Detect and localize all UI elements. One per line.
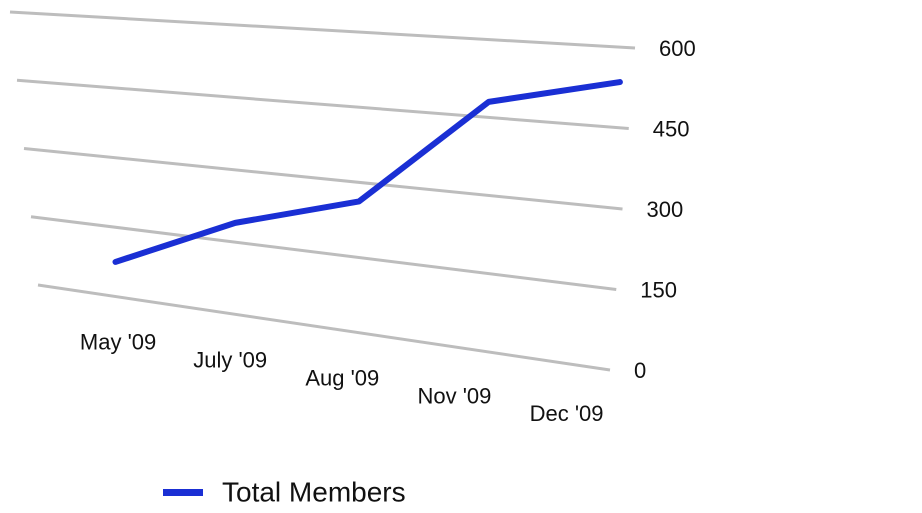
grid-line xyxy=(16,78,629,130)
y-tick-label: 0 xyxy=(634,358,646,383)
x-tick-label: May '09 xyxy=(80,330,156,355)
grid-line xyxy=(30,215,617,291)
x-tick-label: Nov '09 xyxy=(417,383,491,408)
x-tick-label: July '09 xyxy=(193,348,267,373)
y-tick-label: 150 xyxy=(640,277,677,302)
x-tick-label: Aug '09 xyxy=(305,365,379,390)
grid-line xyxy=(37,283,611,372)
x-tick-label: Dec '09 xyxy=(530,401,604,426)
legend-label: Total Members xyxy=(222,476,406,507)
y-tick-label: 600 xyxy=(659,36,696,61)
grid-line xyxy=(23,147,623,211)
line xyxy=(112,79,623,265)
y-tick-label: 450 xyxy=(653,116,690,141)
legend-swatch xyxy=(163,489,203,496)
grid-line xyxy=(9,10,636,50)
y-tick-label: 300 xyxy=(647,197,684,222)
